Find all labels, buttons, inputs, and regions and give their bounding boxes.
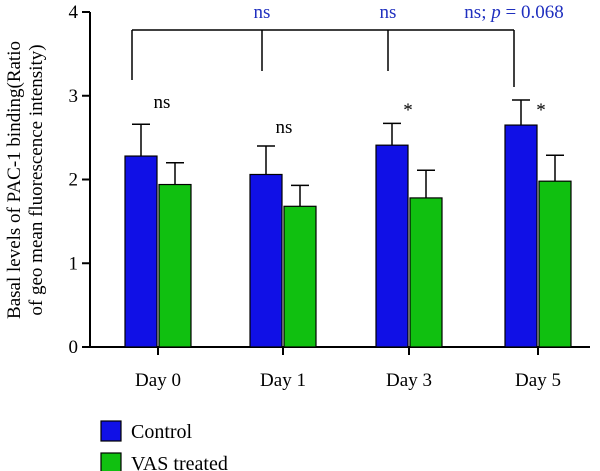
y-tick-label: 2 (69, 170, 79, 191)
vas-bar-2 (409, 197, 443, 348)
bracket-label-day3: ns (380, 2, 397, 23)
bracket-label-day1: ns (254, 2, 271, 23)
axes: 0 1 2 3 4 Day 0 Day 1 Day 3 Day 5 (69, 2, 590, 391)
significance-labels: ns ns * * (154, 92, 546, 138)
legend-label-vas-treated: VAS treated (131, 453, 228, 471)
bracket-label-day5: ns; p = 0.068 (464, 2, 563, 23)
bracket-label-day5-prefix: ns; (464, 2, 491, 23)
x-tick-label: Day 0 (135, 370, 181, 391)
x-tick-label: Day 5 (515, 370, 561, 391)
x-tick-label: Day 1 (260, 370, 306, 391)
y-axis-label: Basal levels of PAC-1 binding(Ratio of g… (4, 41, 47, 319)
pair-significance-label: * (536, 100, 546, 121)
vas-bar-3 (538, 180, 572, 348)
pair-significance-label: ns (276, 117, 293, 138)
vas-bar-0 (158, 183, 192, 348)
control-bar-1 (249, 173, 283, 348)
pair-significance-label: * (403, 100, 413, 121)
pair-significance-label: ns (154, 92, 171, 113)
y-axis-label-line-1: Basal levels of PAC-1 binding(Ratio (4, 41, 25, 319)
bracket-label-day5-p: p (489, 2, 501, 23)
x-tick-label: Day 3 (386, 370, 432, 391)
bracket-label-day5-value: = 0.068 (501, 2, 564, 23)
bars (124, 99, 572, 348)
vas-bar-1 (283, 205, 317, 348)
control-bar-3 (504, 124, 538, 348)
legend-swatch-control (100, 420, 122, 442)
y-tick-label: 0 (69, 337, 79, 358)
comparison-bracket: ns ns ns; p = 0.068 (131, 2, 564, 87)
y-tick-label: 1 (69, 253, 79, 274)
y-axis-label-line-2: of geo mean fluorescence intensity) (26, 44, 47, 315)
control-bar-2 (375, 144, 409, 348)
legend-swatch-vas-treated (100, 452, 122, 471)
control-bar-0 (124, 155, 158, 348)
legend: Control VAS treated (100, 420, 228, 471)
y-tick-label: 4 (69, 2, 79, 23)
legend-label-control: Control (131, 421, 193, 443)
y-tick-label: 3 (69, 86, 79, 107)
